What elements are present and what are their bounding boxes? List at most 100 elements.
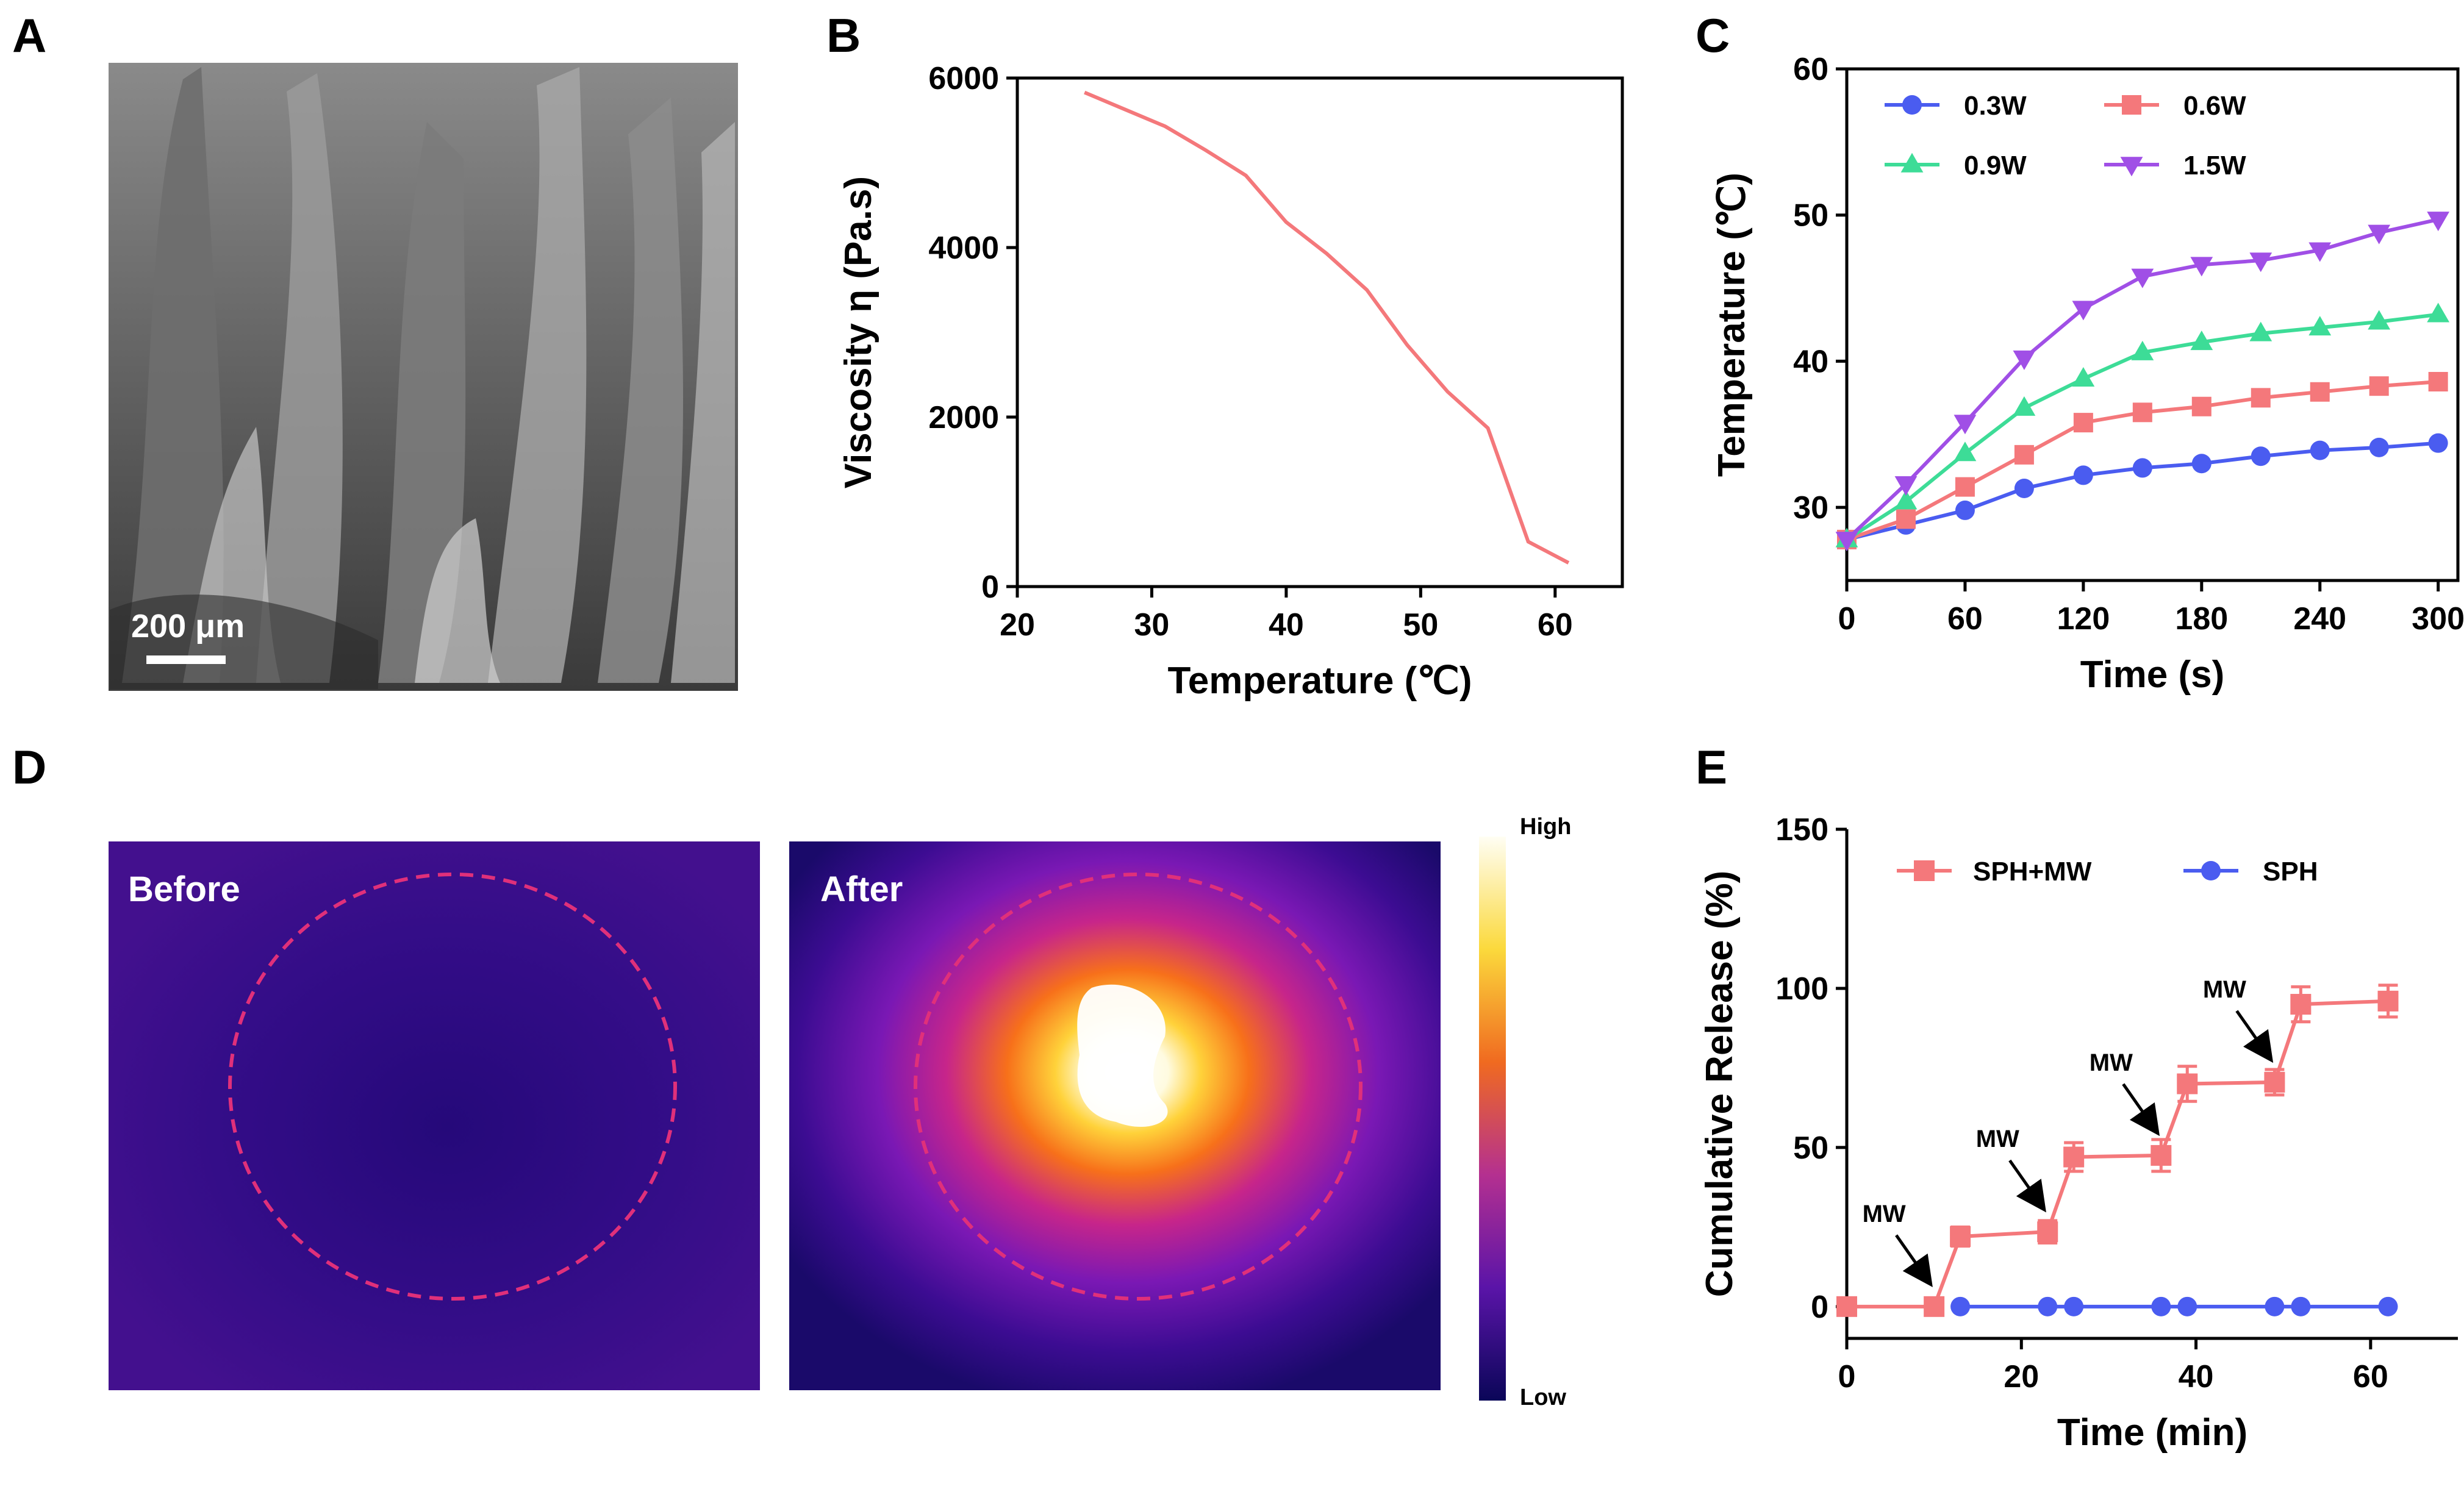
y-tick-label: 150: [1775, 812, 1828, 848]
panel-b-letter: B: [826, 9, 861, 62]
point-0.9W: [1954, 441, 1977, 462]
legend-marker: [2122, 95, 2141, 115]
point-SPH+MW: [1924, 1296, 1945, 1317]
y-axis-title: Cumulative Release (%): [1699, 871, 1741, 1297]
x-tick-label: 120: [2057, 601, 2110, 637]
chart-release: 0 20 40 60 0 50 100 150 Time (min) Cumulative Rel…: [1699, 812, 2458, 1454]
point-SPH: [2265, 1296, 2285, 1316]
y-tick-label: 40: [1793, 344, 1828, 379]
legend-marker: [1902, 95, 1922, 115]
point-1.5W: [2131, 268, 2154, 288]
mw-arrow: [2122, 1083, 2160, 1137]
legend-marker: [1914, 860, 1935, 881]
point-0.6W: [2310, 382, 2330, 402]
point-0.3W: [2191, 454, 2212, 474]
series-SPH+MW: [1836, 984, 2399, 1317]
x-tick-label: 180: [2175, 601, 2228, 637]
legend-marker: [1900, 152, 1924, 173]
legend-label: 0.9W: [1964, 151, 2027, 180]
x-tick-label: 300: [2412, 601, 2464, 637]
point-0.6W: [2191, 396, 2212, 416]
point-0.3W: [2251, 446, 2271, 466]
point-0.9W: [2249, 321, 2272, 341]
legend-label: 0.3W: [1964, 91, 2027, 121]
point-0.9W: [2190, 330, 2213, 351]
point-1.5W: [2013, 350, 2036, 370]
line-0.3W: [1846, 441, 2438, 541]
x-tick-label: 60: [2353, 1359, 2388, 1394]
series-0.9W: [1835, 302, 2450, 548]
point-0.9W: [2013, 396, 2036, 416]
point-SPH+MW: [2377, 990, 2399, 1012]
point-0.9W: [2427, 302, 2450, 323]
point-SPH+MW: [2063, 1146, 2085, 1168]
panel-e-letter: E: [1696, 740, 1727, 794]
y-tick-label: 60: [1793, 52, 1828, 87]
mw-arrow: [1895, 1234, 1933, 1287]
panel-a-letter: A: [12, 9, 46, 62]
point-0.9W: [2072, 366, 2095, 387]
y-tick-label: 6000: [928, 61, 999, 96]
series-1.5W: [1835, 212, 2450, 552]
plot-frame: [1845, 67, 2460, 582]
mw-label: MW: [1863, 1201, 1906, 1227]
x-tick-label: 20: [2004, 1359, 2039, 1394]
point-0.3W: [2073, 465, 2093, 485]
point-0.6W: [1896, 509, 1916, 529]
mw-arrow: [2008, 1159, 2046, 1213]
series-0.3W: [1837, 433, 2448, 549]
colorbar-high: High: [1520, 814, 1571, 840]
x-tick-label: 0: [1838, 601, 1856, 637]
point-0.6W: [2014, 445, 2034, 465]
point-0.6W: [2428, 371, 2448, 391]
point-0.9W: [2368, 310, 2391, 330]
point-SPH+MW: [2151, 1144, 2172, 1166]
point-0.3W: [2014, 478, 2034, 498]
thermal-after: After: [789, 841, 1441, 1390]
scale-bar-label: 200 μm: [131, 608, 245, 645]
point-SPH+MW: [2037, 1221, 2058, 1243]
mw-annotations: MW MW MW MW: [1863, 976, 2274, 1287]
point-1.5W: [1894, 476, 1918, 496]
point-0.3W: [2428, 433, 2448, 453]
x-tick-label: 60: [1947, 601, 1983, 637]
line-SPH+MW: [1847, 999, 2388, 1309]
point-0.9W: [1894, 490, 1918, 510]
x-tick-label: 60: [1538, 607, 1573, 643]
legend-label: SPH: [2263, 857, 2318, 887]
point-0.3W: [2369, 437, 2389, 457]
chart-viscosity: 20 30 40 50 60 0 2000 4000 6000 Temperature (℃) Vi…: [837, 61, 1624, 702]
y-axis-title: Viscosity η (Pa.s): [837, 176, 879, 488]
point-1.5W: [1954, 415, 1977, 435]
point-0.6W: [1955, 477, 1975, 497]
point-SPH+MW: [2177, 1073, 2198, 1094]
legend-label: SPH+MW: [1973, 857, 2092, 887]
y-tick-label: 2000: [928, 400, 999, 435]
point-0.3W: [2132, 458, 2152, 478]
viscosity-line: [1084, 90, 1570, 565]
x-tick-label: 50: [1403, 607, 1438, 643]
mw-label: MW: [1976, 1126, 2019, 1152]
line-1.5W: [1845, 217, 2439, 541]
x-axis-title: Temperature (℃): [1167, 660, 1472, 702]
point-0.3W: [1955, 500, 1975, 520]
panel-c-letter: C: [1696, 9, 1730, 62]
panel-d-letter: D: [12, 740, 46, 794]
point-1.5W: [1835, 532, 1858, 552]
point-1.5W: [2072, 301, 2095, 321]
point-SPH: [2291, 1296, 2311, 1316]
point-0.9W: [2308, 316, 2332, 336]
legend: SPH+MW SPH: [1897, 857, 2318, 887]
point-SPH+MW: [1950, 1226, 1971, 1247]
y-tick-label: 50: [1793, 1130, 1828, 1166]
hotspot: [1077, 984, 1168, 1127]
x-tick-label: 30: [1134, 607, 1170, 643]
y-axis-title: Temperature (℃): [1711, 173, 1753, 477]
point-1.5W: [2427, 212, 2450, 232]
y-tick-label: 0: [981, 570, 999, 605]
legend-marker: [2201, 861, 2221, 880]
region-circle-after: [914, 873, 1363, 1301]
chart-heating: 0 60 120 180 240 300 30 40 50 60 Time (s) Temperatu…: [1711, 52, 2464, 696]
point-0.3W: [2310, 440, 2330, 460]
